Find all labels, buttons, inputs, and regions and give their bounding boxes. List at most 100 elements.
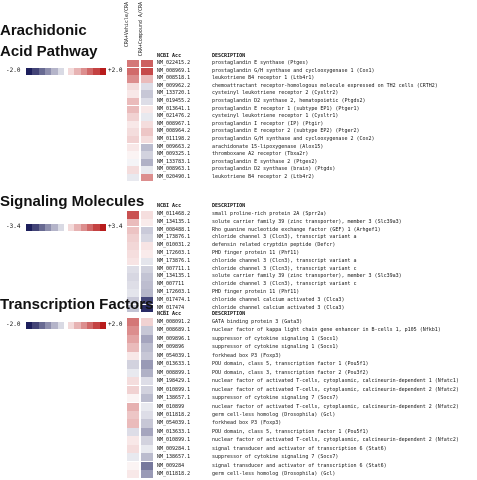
accession-label: NM_198429.1 [157, 378, 191, 385]
accession-label: NM_007711.1 [157, 265, 191, 272]
legend-swatch [99, 68, 106, 75]
heatmap-cell [127, 419, 139, 428]
legend-swatch [51, 224, 58, 231]
gene-description: nuclear factor of activated T-cells, cyt… [212, 386, 459, 393]
accession-label: NM_011468.2 [157, 211, 191, 217]
legend-swatch [44, 68, 52, 75]
heatmap-cell [141, 211, 153, 219]
gene-description: chemoattractant receptor-homologous mole… [212, 82, 438, 89]
accession-label: NM_009896.1 [157, 335, 191, 342]
heatmap-cell [141, 281, 153, 289]
gene-description: cysteinyl leukotriene receptor 2 (Cysltr… [212, 90, 339, 97]
legend-swatch [38, 322, 45, 329]
acc-column-header: NCBI Acc [157, 53, 182, 59]
heatmap-cell [127, 289, 139, 297]
accession-label: NM_010899.1 [157, 386, 191, 393]
heatmap-cell [141, 410, 153, 420]
gene-description: prostaglandin E receptor 2 (subtype EP2)… [212, 128, 360, 135]
gene-description: cysteinyl leukotriene receptor 1 (Cysltr… [212, 113, 339, 120]
legend-min-label: -3.4 [6, 223, 21, 230]
legend-swatch [80, 224, 87, 231]
accession-label: NM_009896 [157, 344, 185, 351]
acc-column-header: NCBI Acc [157, 311, 182, 317]
heatmap-cell [127, 304, 139, 313]
accession-label: NM_008899.1 [157, 369, 191, 376]
heatmap-cell [141, 151, 153, 159]
legend-swatch [86, 322, 94, 329]
heatmap-cell [141, 257, 153, 266]
heatmap-cell [127, 265, 139, 274]
accession-label: NM_172603.1 [157, 250, 191, 256]
legend-swatch [86, 68, 94, 75]
accession-label: NM_021476.2 [157, 113, 191, 120]
accession-label: NM_019455.2 [157, 98, 191, 104]
gene-description: chloride channel calcium activated 3 (Cl… [212, 304, 345, 311]
legend-swatch [68, 68, 75, 75]
heatmap-cell [127, 67, 139, 75]
heatmap-cell [127, 136, 139, 144]
gene-description: chloride channel 3 (Clcn3), transcript v… [212, 265, 357, 272]
heatmap-cell [141, 105, 153, 113]
heatmap-cell [127, 226, 139, 235]
gene-description: signal transducer and activator of trans… [212, 462, 387, 469]
heatmap-cell [141, 318, 153, 327]
heatmap-cell [127, 250, 139, 258]
legend-swatch [57, 322, 64, 329]
heatmap-cell [141, 444, 153, 453]
gene-description: chloride channel 3 (Clcn3), transcript v… [212, 281, 357, 288]
heatmap-cell [141, 368, 153, 377]
heatmap-cell [141, 296, 153, 305]
heatmap-cell [127, 351, 139, 361]
heatmap-cell [141, 75, 153, 83]
accession-label: NM_017474 [157, 304, 185, 311]
gene-description: suppressor of cytokine signaling 7 (Socs… [212, 454, 339, 461]
heatmap-cell [127, 360, 139, 369]
accession-label: NM_172603.1 [157, 289, 191, 295]
legend-swatch [57, 224, 64, 231]
accession-label: NM_020490.1 [157, 174, 191, 180]
heatmap-cell [127, 166, 139, 174]
gene-description: PHD finger protein 11 (Phf11) [212, 250, 300, 256]
accession-label: NM_008963.1 [157, 166, 191, 173]
section-title: Signaling Molecules [0, 193, 145, 210]
description-column-header: DESCRIPTION [212, 203, 246, 209]
heatmap-cell [127, 394, 139, 403]
heatmap-cell [127, 128, 139, 136]
heatmap-cell [127, 385, 139, 394]
description-column-header: DESCRIPTION [212, 53, 246, 59]
legend-swatch [32, 322, 39, 329]
accession-label: NM_054039.1 [157, 352, 191, 359]
accession-label: NM_008091.2 [157, 319, 191, 325]
accession-label: NM_009325.1 [157, 151, 191, 158]
accession-label: NM_008518.1 [157, 75, 191, 82]
heatmap-cell [141, 234, 153, 242]
accession-label: NM_008969.1 [157, 67, 191, 74]
accession-label: NM_011818.2 [157, 471, 191, 478]
heatmap-cell [141, 90, 153, 98]
legend-min-label: -2.0 [6, 321, 21, 328]
gene-description: nuclear factor of activated T-cells, cyt… [212, 378, 459, 385]
heatmap-cell [141, 427, 153, 437]
gene-description: prostaglandin D2 synthase (brain) (Ptgds… [212, 166, 336, 173]
legend-negative-scale [26, 224, 64, 231]
accession-label: NM_013633.1 [157, 361, 191, 368]
gene-description: forkhead box P3 (Foxp3) [212, 352, 282, 359]
accession-label: NM_134135.1 [157, 218, 191, 225]
gene-description: signal transducer and activator of trans… [212, 445, 387, 452]
heatmap-cell [141, 377, 153, 386]
heatmap-cell [141, 98, 153, 106]
heatmap-cell [127, 218, 139, 227]
accession-label: NM_011818.2 [157, 411, 191, 418]
heatmap-cell [127, 234, 139, 242]
heatmap-cell [141, 166, 153, 174]
accession-label: NM_173876.1 [157, 234, 191, 241]
heatmap-cell [127, 158, 139, 167]
gene-description: Rho guanine nucleotide exchange factor (… [212, 226, 381, 233]
heatmap-cell [141, 385, 153, 394]
gene-description: leukotriene B4 receptor 1 (Ltb4r1) [212, 75, 315, 82]
heatmap-cell [127, 427, 139, 437]
heatmap-cell [141, 136, 153, 144]
heatmap-cell [127, 281, 139, 289]
heatmap-cell [127, 75, 139, 83]
legend-positive-scale [68, 224, 106, 231]
